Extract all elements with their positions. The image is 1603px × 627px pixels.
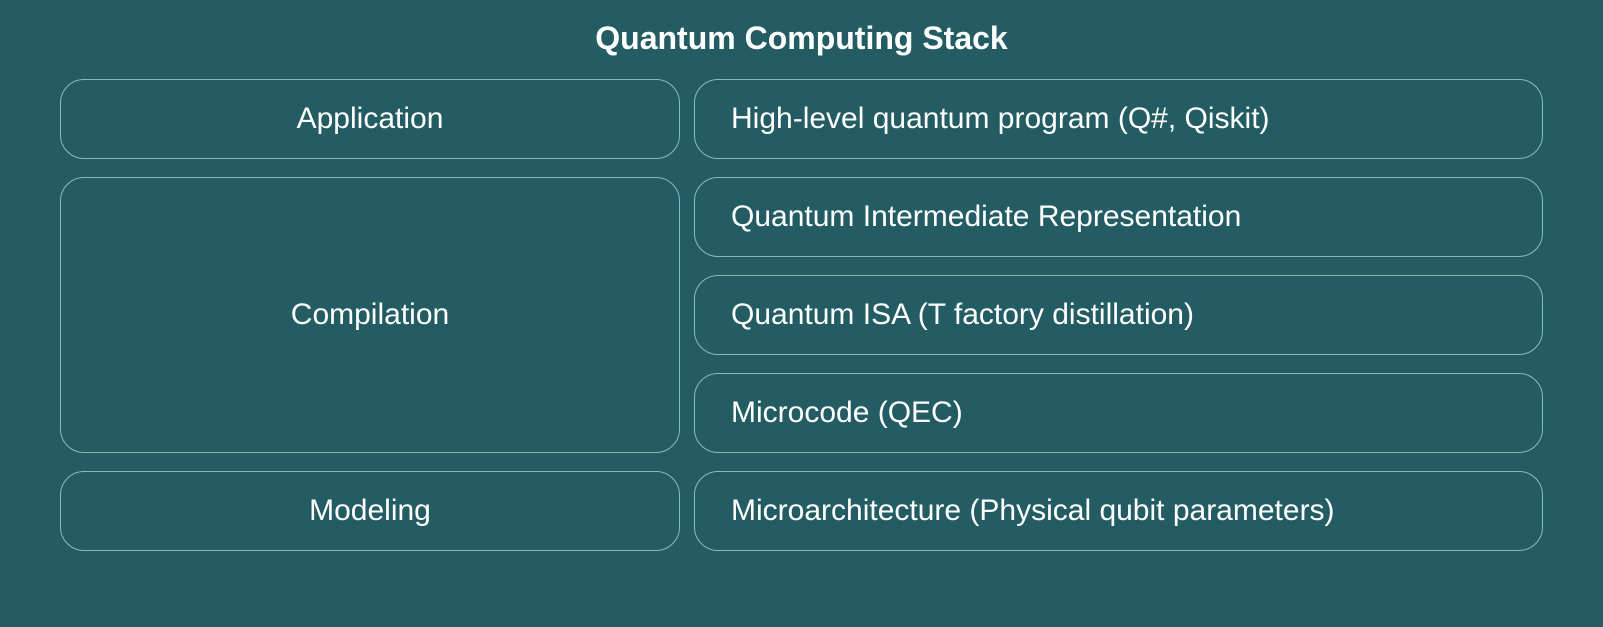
right-group-modeling: Microarchitecture (Physical qubit parame… [694, 471, 1543, 551]
layer-label-compilation: Compilation [60, 177, 680, 453]
layer-label-application: Application [60, 79, 680, 159]
layer-detail-microarch: Microarchitecture (Physical qubit parame… [694, 471, 1543, 551]
diagram-title: Quantum Computing Stack [60, 20, 1543, 57]
layer-detail-microcode: Microcode (QEC) [694, 373, 1543, 453]
right-group-compilation: Quantum Intermediate Representation Quan… [694, 177, 1543, 453]
layer-detail-high-level: High-level quantum program (Q#, Qiskit) [694, 79, 1543, 159]
right-group-application: High-level quantum program (Q#, Qiskit) [694, 79, 1543, 159]
layer-detail-qisa: Quantum ISA (T factory distillation) [694, 275, 1543, 355]
layer-detail-qir: Quantum Intermediate Representation [694, 177, 1543, 257]
stack-container: Application High-level quantum program (… [60, 79, 1543, 551]
stack-row-application: Application High-level quantum program (… [60, 79, 1543, 159]
stack-row-modeling: Modeling Microarchitecture (Physical qub… [60, 471, 1543, 551]
stack-row-compilation: Compilation Quantum Intermediate Represe… [60, 177, 1543, 453]
layer-label-modeling: Modeling [60, 471, 680, 551]
